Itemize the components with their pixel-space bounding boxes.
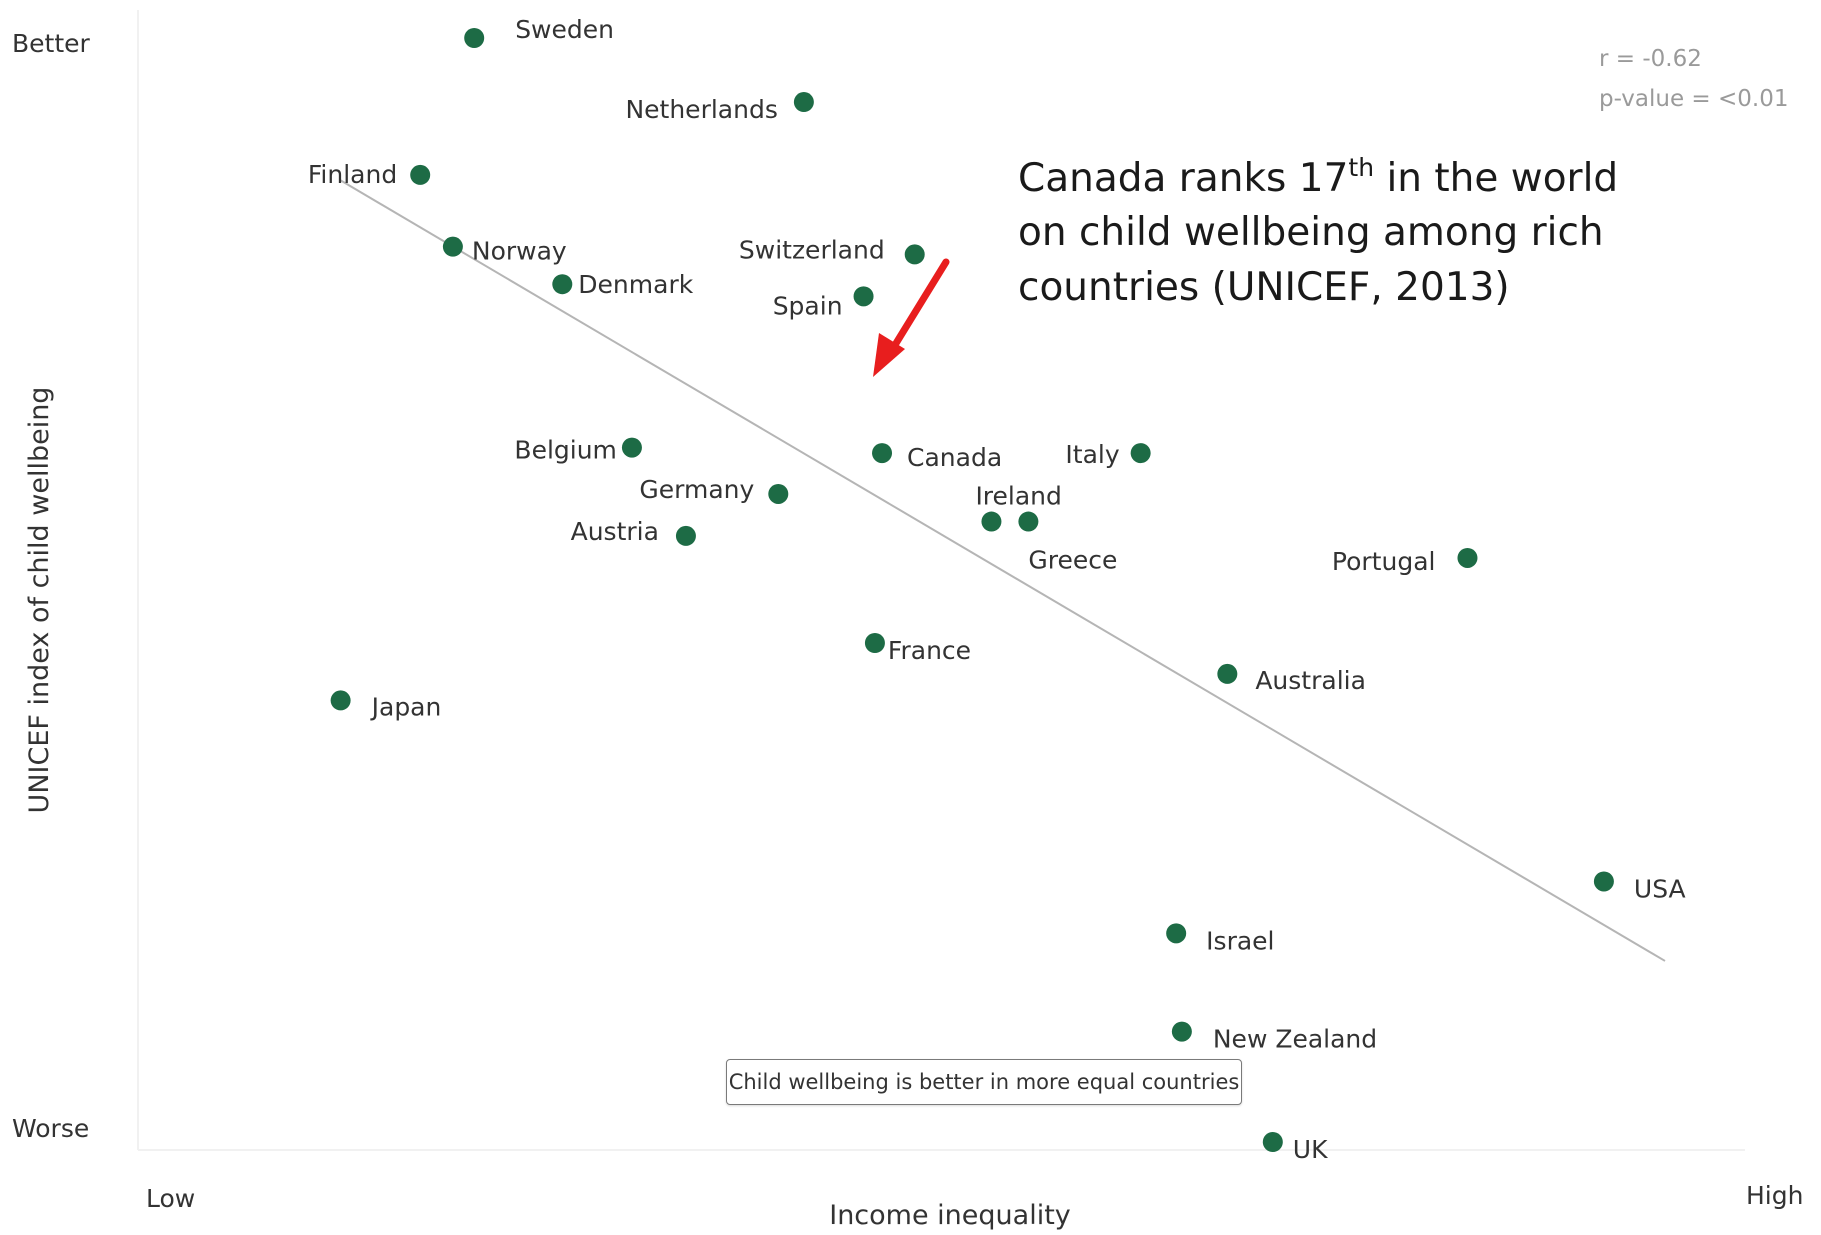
- point-label-portugal: Portugal: [1332, 547, 1436, 576]
- data-point-belgium: [621, 437, 642, 458]
- x-tick-high: High: [1746, 1181, 1803, 1210]
- point-label-ireland: Ireland: [975, 482, 1061, 511]
- data-point-israel: [1166, 923, 1187, 944]
- annotation-line-1-tail: in the world: [1374, 156, 1618, 201]
- point-label-new-zealand: New Zealand: [1213, 1025, 1377, 1054]
- data-point-japan: [330, 690, 351, 711]
- y-tick-worse: Worse: [12, 1114, 89, 1143]
- point-label-belgium: Belgium: [514, 436, 617, 465]
- point-label-spain: Spain: [773, 291, 843, 320]
- annotation-line-1: Canada ranks 17th in the world: [1018, 153, 1618, 201]
- point-label-australia: Australia: [1255, 666, 1366, 695]
- data-point-spain: [853, 286, 874, 307]
- stat-p: p-value = <0.01: [1599, 86, 1788, 112]
- data-point-greece: [1018, 511, 1039, 532]
- data-point-sweden: [464, 28, 485, 48]
- data-point-denmark: [552, 274, 573, 295]
- y-axis-title: UNICEF index of child wellbeing: [24, 387, 55, 814]
- point-label-sweden: Sweden: [515, 15, 614, 44]
- data-point-usa: [1593, 871, 1614, 892]
- annotation-arrow: [873, 258, 950, 377]
- point-label-italy: Italy: [1065, 440, 1119, 469]
- point-label-uk: UK: [1293, 1135, 1328, 1164]
- x-tick-low: Low: [146, 1184, 195, 1213]
- stat-r: r = -0.62: [1599, 46, 1702, 72]
- point-label-france: France: [888, 636, 971, 665]
- annotation-line-1-main: Canada ranks 17: [1018, 156, 1348, 201]
- data-point-finland: [410, 164, 431, 185]
- y-tick-better: Better: [12, 29, 91, 58]
- chart-caption: Child wellbeing is better in more equal …: [726, 1059, 1242, 1105]
- data-point-new-zealand: [1171, 1021, 1192, 1042]
- annotation-superscript: th: [1348, 153, 1374, 182]
- arrow-shaft: [883, 258, 950, 362]
- point-label-austria: Austria: [571, 517, 659, 546]
- point-label-norway: Norway: [472, 237, 567, 266]
- x-axis-title: Income inequality: [829, 1200, 1071, 1231]
- point-label-israel: Israel: [1206, 926, 1274, 955]
- data-point-france: [864, 632, 885, 653]
- annotation-line-3: countries (UNICEF, 2013): [1018, 265, 1510, 310]
- point-label-finland: Finland: [308, 160, 397, 189]
- data-point-netherlands: [793, 92, 814, 113]
- data-point-canada: [872, 443, 893, 464]
- data-point-norway: [442, 236, 463, 257]
- point-label-usa: USA: [1634, 874, 1686, 903]
- point-label-denmark: Denmark: [578, 270, 693, 299]
- annotation-line-2: on child wellbeing among rich: [1018, 210, 1604, 255]
- data-point-switzerland: [904, 244, 925, 265]
- data-point-italy: [1130, 443, 1151, 464]
- trendline: [340, 179, 1666, 962]
- point-label-switzerland: Switzerland: [739, 235, 885, 264]
- data-point-portugal: [1457, 547, 1478, 568]
- data-point-ireland: [981, 511, 1002, 532]
- arrow-head: [873, 333, 905, 377]
- points-layer: Sweden Netherlands Finland Norway Switzerlan…: [308, 15, 1686, 1164]
- point-label-netherlands: Netherlands: [625, 95, 777, 124]
- point-label-japan: Japan: [370, 692, 442, 721]
- data-point-australia: [1217, 663, 1238, 684]
- data-point-uk: [1262, 1132, 1283, 1152]
- data-point-austria: [675, 525, 696, 546]
- point-label-canada: Canada: [907, 443, 1002, 472]
- point-label-greece: Greece: [1028, 546, 1117, 575]
- point-label-germany: Germany: [639, 475, 754, 504]
- data-point-germany: [768, 483, 789, 504]
